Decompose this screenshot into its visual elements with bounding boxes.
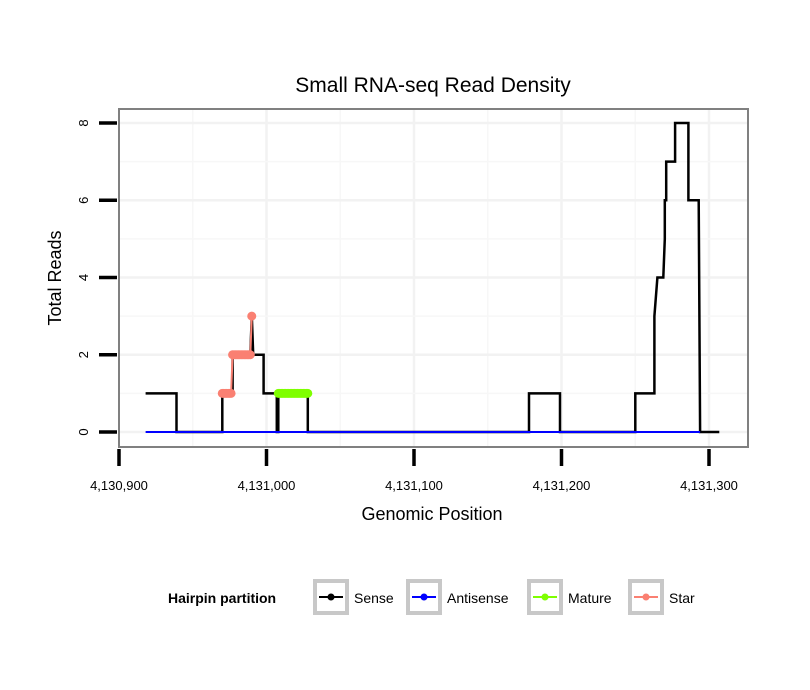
y-tick-label: 8: [76, 119, 91, 126]
legend-key-point: [642, 593, 650, 601]
legend-entry-sense: Sense: [313, 579, 394, 615]
data-point-star: [226, 388, 236, 398]
x-tick-label: 4,131,200: [533, 478, 591, 493]
y-axis: 0 2 4 6 8: [76, 119, 117, 436]
x-axis: 4,130,900 4,131,000 4,131,100 4,131,200 4,13…: [90, 449, 738, 493]
legend-label: Sense: [354, 590, 394, 606]
series-layer: [145, 121, 720, 434]
plot-panel-border: [118, 108, 749, 448]
data-point-star: [247, 311, 257, 321]
legend-label: Star: [669, 590, 695, 606]
legend-key-point: [327, 593, 335, 601]
data-point-star: [245, 350, 255, 360]
legend: Hairpin partition Sense Antisense Mature St…: [168, 579, 695, 615]
y-tick-label: 2: [76, 351, 91, 358]
x-tick-label: 4,131,100: [385, 478, 443, 493]
x-axis-title: Genomic Position: [361, 504, 502, 524]
data-point-mature: [303, 388, 313, 398]
x-tick-label: 4,131,000: [238, 478, 296, 493]
chart-title: Small RNA-seq Read Density: [295, 74, 571, 97]
legend-label: Antisense: [447, 590, 509, 606]
legend-key-point: [541, 593, 549, 601]
y-tick-label: 6: [76, 197, 91, 204]
legend-entry-mature: Mature: [527, 579, 612, 615]
y-tick-label: 4: [76, 274, 91, 281]
legend-key-point: [420, 593, 428, 601]
x-tick-label: 4,130,900: [90, 478, 148, 493]
legend-title: Hairpin partition: [168, 590, 276, 606]
legend-entry-antisense: Antisense: [406, 579, 509, 615]
legend-entry-star: Star: [628, 579, 695, 615]
x-tick-label: 4,131,300: [680, 478, 738, 493]
legend-label: Mature: [568, 590, 612, 606]
y-axis-title: Total Reads: [45, 230, 65, 325]
y-tick-label: 0: [76, 428, 91, 435]
